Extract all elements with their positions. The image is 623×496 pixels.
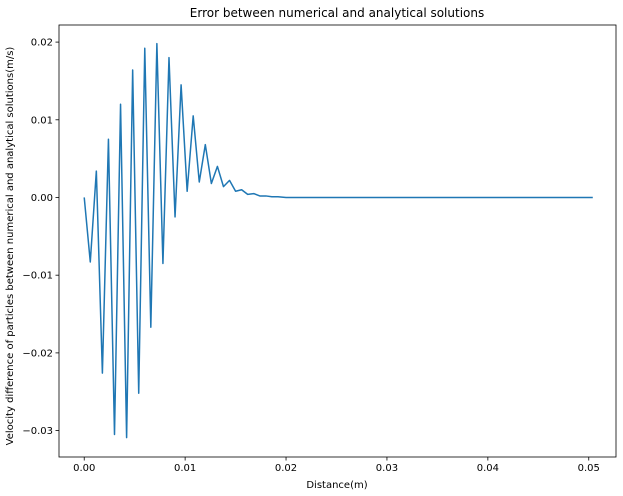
series-line-0 [83, 42, 593, 439]
x-axis-title: Distance(m) [306, 480, 367, 491]
x-tick-label: 0.05 [578, 463, 600, 474]
y-tick-label: 0.01 [31, 115, 53, 126]
plot-area: 0.00 0.01 0.02 0.03 0.04 0.05 −0.03 −0.02 −0.01 0… [22, 24, 617, 474]
x-tick-label: 0.04 [477, 463, 499, 474]
y-axis-title: Velocity difference of particles between… [5, 47, 16, 446]
y-tick-label: −0.02 [22, 348, 53, 359]
plot-frame [58, 24, 617, 458]
y-tick-label: −0.03 [22, 426, 53, 437]
y-tick-label: 0.02 [31, 38, 53, 49]
x-tick-label: 0.01 [174, 463, 196, 474]
x-tick-label: 0.00 [73, 463, 95, 474]
x-tick-label: 0.03 [376, 463, 398, 474]
y-tick-label: 0.00 [31, 193, 53, 204]
chart-title: Error between numerical and analytical s… [190, 6, 484, 20]
y-tick-label: −0.01 [22, 271, 53, 282]
x-tick-label: 0.02 [275, 463, 297, 474]
